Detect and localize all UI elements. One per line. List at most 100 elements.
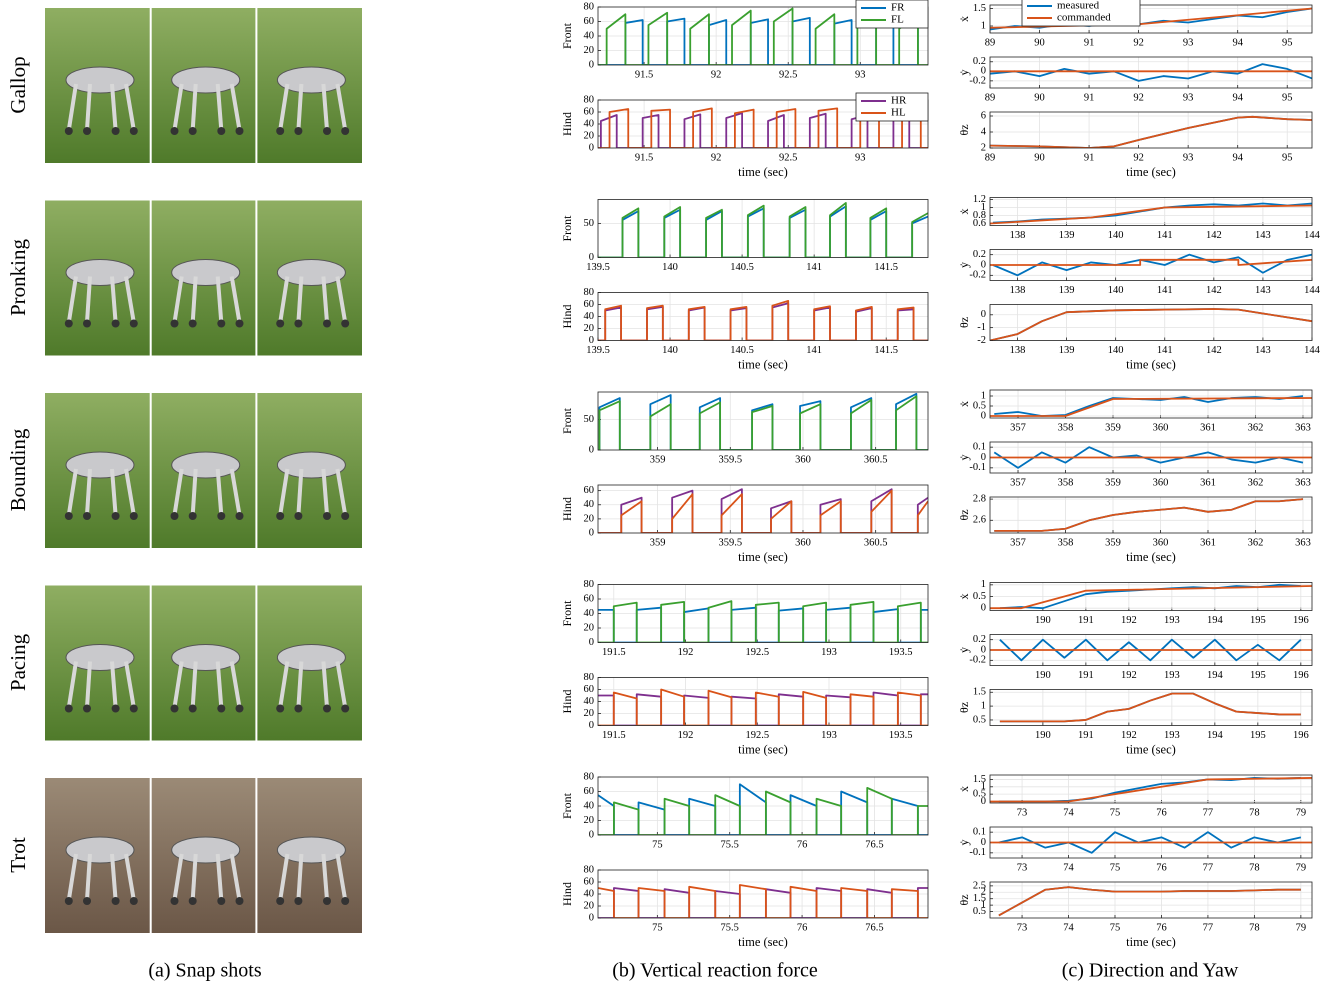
robot-leg <box>110 661 118 708</box>
x-tick-label: 75 <box>652 839 663 850</box>
x-tick-label: 91.5 <box>635 69 653 80</box>
robot-foot <box>170 127 179 135</box>
axes-frame <box>597 584 929 643</box>
robot-foot <box>235 897 244 905</box>
snapshot-strip <box>45 8 362 163</box>
axes-frame <box>989 826 1313 859</box>
robot-foot <box>276 704 285 713</box>
x-tick-label: 95 <box>1282 92 1293 103</box>
x-tick-label: 359 <box>1105 477 1121 488</box>
x-axis-label: time (sec) <box>738 742 788 756</box>
y-axis-label: ẋ <box>957 786 971 792</box>
x-tick-label: 190 <box>1035 730 1051 741</box>
x-tick-label: 358 <box>1058 477 1074 488</box>
x-tick-label: 75.5 <box>721 839 739 850</box>
series-line <box>598 600 928 643</box>
x-tick-label: 94 <box>1232 37 1243 48</box>
robot-foot <box>129 897 138 905</box>
robot-foot <box>235 704 244 713</box>
x-tick-label: 143 <box>1255 345 1271 356</box>
y-tick-label: 40 <box>584 499 595 510</box>
robot-body <box>276 451 346 479</box>
robot-foot <box>294 319 303 328</box>
y-tick-label: 20 <box>584 130 595 141</box>
x-tick-label: 92 <box>711 69 722 80</box>
y-tick-label: 6 <box>981 110 986 121</box>
y-tick-label: 2.5 <box>973 880 986 891</box>
x-tick-label: 76 <box>1156 862 1167 873</box>
x-tick-label: 359 <box>650 454 666 465</box>
y-tick-label: 20 <box>584 900 595 911</box>
x-tick-label: 140.5 <box>730 345 754 356</box>
legend-box <box>855 92 929 122</box>
axes-frame <box>597 484 929 534</box>
x-tick-label: 75 <box>1110 922 1121 933</box>
y-tick-label: 60 <box>584 106 595 117</box>
x-tick-label: 92 <box>1133 37 1144 48</box>
plot: 359 359.5 360 360.5 0 50 Front <box>560 391 929 465</box>
robot-foot <box>111 319 120 328</box>
x-tick-label: 142 <box>1206 285 1222 296</box>
robot-leg <box>296 853 304 901</box>
y-tick-label: 0 <box>589 527 594 538</box>
y-tick-label: 0 <box>981 603 986 614</box>
caption: (c) Direction and Yaw <box>1062 960 1239 982</box>
x-axis-label: time (sec) <box>738 935 788 949</box>
robot-body <box>276 66 346 94</box>
robot-foot <box>64 319 73 328</box>
robot-foot <box>129 704 138 713</box>
x-tick-label: 141 <box>806 262 822 273</box>
x-tick-label: 73 <box>1017 922 1028 933</box>
axes-frame <box>989 689 1313 726</box>
robot-leg <box>215 276 224 323</box>
x-tick-label: 92.5 <box>779 152 797 163</box>
robot-foot <box>170 319 179 328</box>
y-axis-label: Hind <box>560 305 574 329</box>
axes-frame <box>597 6 929 66</box>
row-label: Gallop <box>6 56 30 113</box>
robot-foot <box>323 897 331 905</box>
y-tick-label: 80 <box>584 1 595 12</box>
y-tick-label: 0 <box>981 837 986 848</box>
y-axis-label: Front <box>560 600 574 627</box>
legend-label: FL <box>891 14 904 26</box>
plot: 357 358 359 360 361 362 363 2.6 2.8θz time (sec) <box>957 494 1313 564</box>
y-tick-label: 0 <box>589 335 594 346</box>
y-tick-label: -0.2 <box>969 655 986 666</box>
axes-frame <box>989 111 1313 149</box>
y-tick-label: 1 <box>981 701 986 712</box>
y-tick-label: 80 <box>584 672 595 683</box>
robot-leg <box>335 468 348 516</box>
x-tick-label: 141 <box>806 345 822 356</box>
x-tick-label: 139.5 <box>586 262 610 273</box>
x-axis-label: time (sec) <box>1126 165 1176 179</box>
x-axis-label: time (sec) <box>1126 550 1176 564</box>
x-tick-label: 362 <box>1248 537 1264 548</box>
robot-foot <box>188 319 197 328</box>
plot: 357 358 359 360 361 362 363 -0.100.1ẏ <box>957 442 1313 488</box>
robot-foot <box>217 127 226 135</box>
x-tick-label: 144 <box>1304 345 1321 356</box>
robot-foot <box>188 704 197 713</box>
robot-foot <box>294 512 303 520</box>
snapshot-strip <box>45 778 362 933</box>
robot-leg <box>321 853 329 901</box>
y-axis-label: ẋ <box>957 594 971 600</box>
x-tick-label: 193.5 <box>889 647 913 658</box>
robot-body <box>65 836 135 864</box>
robot-leg <box>278 853 290 901</box>
plot: 139.5 140 140.5 141 141.5 0 50 Front <box>560 199 929 273</box>
plot: 190 191 192 193 194 195 196 0.5 1 1.5θz time (sec) <box>957 687 1313 756</box>
x-tick-label: 192 <box>1121 730 1137 741</box>
row-label: Pacing <box>6 633 30 691</box>
y-axis-label: θz <box>957 509 971 520</box>
series-line <box>990 585 1312 610</box>
y-tick-label: 0 <box>589 59 594 70</box>
x-tick-label: 141 <box>1157 285 1173 296</box>
x-tick-label: 92 <box>1133 152 1144 163</box>
y-axis-label: Hind <box>560 112 574 136</box>
x-tick-label: 191 <box>1078 615 1094 626</box>
x-tick-label: 92.5 <box>779 69 797 80</box>
axes-frame <box>597 199 929 258</box>
x-tick-label: 138 <box>1010 230 1026 241</box>
